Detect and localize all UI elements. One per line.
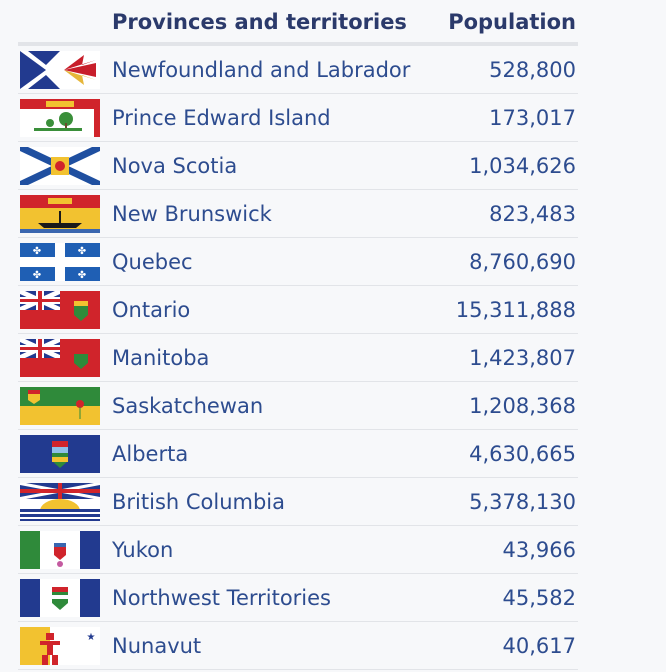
province-name: Manitoba [112,346,210,370]
province-name: Yukon [112,538,174,562]
table-row: ✤ ✤ ✤ ✤ Quebec 8,760,690 [18,238,578,286]
table-row: Yukon 43,966 [18,526,578,574]
table-row: Ontario 15,311,888 [18,286,578,334]
table-body: Newfoundland and Labrador 528,800 Prince E… [18,46,578,670]
population-value: 528,800 [489,58,576,82]
saskatchewan-flag-icon [20,387,100,425]
column-header-provinces: Provinces and territories [112,10,407,34]
svg-text:✤: ✤ [33,270,41,281]
population-value: 1,208,368 [469,394,576,418]
table-row: British Columbia 5,378,130 [18,478,578,526]
province-name: Newfoundland and Labrador [112,58,411,82]
population-value: 823,483 [489,202,576,226]
new-brunswick-flag-icon [20,195,100,233]
svg-text:✤: ✤ [33,246,41,257]
prince-edward-island-flag-icon [20,99,100,137]
column-header-population: Population [448,10,576,34]
yukon-flag-icon [20,531,100,569]
population-value: 8,760,690 [469,250,576,274]
manitoba-flag-icon [20,339,100,377]
population-value: 45,582 [502,586,576,610]
table-row: New Brunswick 823,483 [18,190,578,238]
nova-scotia-flag-icon [20,147,100,185]
table-row: Saskatchewan 1,208,368 [18,382,578,430]
province-name: Northwest Territories [112,586,332,610]
population-value: 5,378,130 [469,490,576,514]
svg-text:✤: ✤ [78,246,86,257]
quebec-flag-icon: ✤ ✤ ✤ ✤ [20,243,100,281]
province-name: British Columbia [112,490,286,514]
province-name: Saskatchewan [112,394,264,418]
table-row: Nova Scotia 1,034,626 [18,142,578,190]
province-name: Quebec [112,250,193,274]
population-table: Provinces and territories Population New… [18,0,578,670]
table-row: Northwest Territories 45,582 [18,574,578,622]
province-name: Alberta [112,442,189,466]
northwest-territories-flag-icon [20,579,100,617]
population-value: 15,311,888 [455,298,576,322]
alberta-flag-icon [20,435,100,473]
province-name: New Brunswick [112,202,272,226]
svg-text:✤: ✤ [78,270,86,281]
ontario-flag-icon [20,291,100,329]
table-row: Alberta 4,630,665 [18,430,578,478]
population-value: 43,966 [502,538,576,562]
table-row: ★ Nunavut 40,617 [18,622,578,670]
population-value: 1,423,807 [469,346,576,370]
population-value: 173,017 [489,106,576,130]
population-value: 4,630,665 [469,442,576,466]
province-name: Prince Edward Island [112,106,331,130]
table-header: Provinces and territories Population [18,0,578,46]
table-row: Prince Edward Island 173,017 [18,94,578,142]
table-row: Manitoba 1,423,807 [18,334,578,382]
nunavut-flag-icon: ★ [20,627,100,665]
province-name: Ontario [112,298,191,322]
population-value: 1,034,626 [469,154,576,178]
population-value: 40,617 [502,634,576,658]
table-row: Newfoundland and Labrador 528,800 [18,46,578,94]
svg-text:★: ★ [87,632,96,643]
province-name: Nunavut [112,634,202,658]
british-columbia-flag-icon [20,483,100,521]
newfoundland-flag-icon [20,51,100,89]
province-name: Nova Scotia [112,154,238,178]
